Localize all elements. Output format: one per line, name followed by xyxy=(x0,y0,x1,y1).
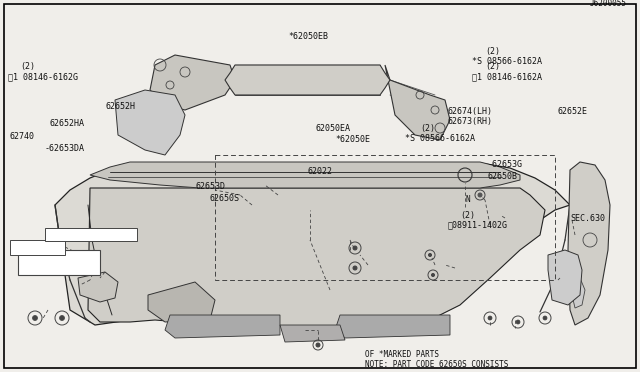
Polygon shape xyxy=(385,65,450,140)
Circle shape xyxy=(429,253,431,257)
Text: SEC.630: SEC.630 xyxy=(570,214,605,223)
Polygon shape xyxy=(225,65,390,95)
Text: 62650B: 62650B xyxy=(488,172,518,181)
Polygon shape xyxy=(88,188,545,328)
Text: (2): (2) xyxy=(420,124,435,133)
Polygon shape xyxy=(45,228,137,241)
Polygon shape xyxy=(10,240,65,255)
Circle shape xyxy=(353,266,357,270)
Text: (2): (2) xyxy=(485,47,500,56)
Text: (2): (2) xyxy=(20,62,35,71)
Circle shape xyxy=(316,343,320,347)
Polygon shape xyxy=(150,55,235,110)
Circle shape xyxy=(488,316,492,320)
Polygon shape xyxy=(18,250,100,275)
Text: 62653D: 62653D xyxy=(195,182,225,191)
Text: *S 08566-6162A: *S 08566-6162A xyxy=(472,57,542,66)
Circle shape xyxy=(516,320,520,324)
Text: N: N xyxy=(466,196,470,205)
Polygon shape xyxy=(78,272,118,302)
Polygon shape xyxy=(90,162,520,188)
Polygon shape xyxy=(115,90,185,155)
Circle shape xyxy=(478,193,482,197)
Text: 62022: 62022 xyxy=(307,167,332,176)
Text: ⑂1 08146-6162G: ⑂1 08146-6162G xyxy=(8,72,78,81)
Text: NOTE: PART CODE 62650S CONSISTS: NOTE: PART CODE 62650S CONSISTS xyxy=(365,360,508,369)
Circle shape xyxy=(33,315,38,321)
Polygon shape xyxy=(568,162,610,325)
Text: 62652H: 62652H xyxy=(105,102,135,111)
Text: 62674(LH): 62674(LH) xyxy=(448,107,493,116)
Bar xyxy=(215,155,555,280)
Polygon shape xyxy=(55,163,570,325)
Text: 62650S: 62650S xyxy=(210,194,240,203)
Polygon shape xyxy=(165,315,280,338)
Circle shape xyxy=(60,315,65,321)
Text: 62673(RH): 62673(RH) xyxy=(448,117,493,126)
Text: 62050EA: 62050EA xyxy=(315,124,350,133)
Text: (2): (2) xyxy=(485,62,500,71)
Polygon shape xyxy=(280,325,345,342)
Circle shape xyxy=(431,273,435,276)
Text: -62653G: -62653G xyxy=(488,160,523,169)
Text: *62050EB: *62050EB xyxy=(288,32,328,41)
Polygon shape xyxy=(335,315,450,338)
Text: Ⓟ08911-1402G: Ⓟ08911-1402G xyxy=(448,220,508,229)
Polygon shape xyxy=(572,278,585,308)
Text: OF *MARKED PARTS: OF *MARKED PARTS xyxy=(365,350,439,359)
Text: J6200055: J6200055 xyxy=(590,0,627,8)
Text: *62050E: *62050E xyxy=(335,135,370,144)
Circle shape xyxy=(543,316,547,320)
Text: (2): (2) xyxy=(460,211,475,220)
Text: 62652HA: 62652HA xyxy=(50,119,85,128)
Text: 62652E: 62652E xyxy=(557,107,587,116)
Text: 62740: 62740 xyxy=(10,132,35,141)
Text: *S 08566-6162A: *S 08566-6162A xyxy=(405,134,475,143)
Polygon shape xyxy=(148,282,215,322)
Polygon shape xyxy=(548,250,582,305)
Text: ⑂1 08146-6162A: ⑂1 08146-6162A xyxy=(472,72,542,81)
Circle shape xyxy=(353,246,357,250)
Text: -62653DA: -62653DA xyxy=(45,144,85,153)
